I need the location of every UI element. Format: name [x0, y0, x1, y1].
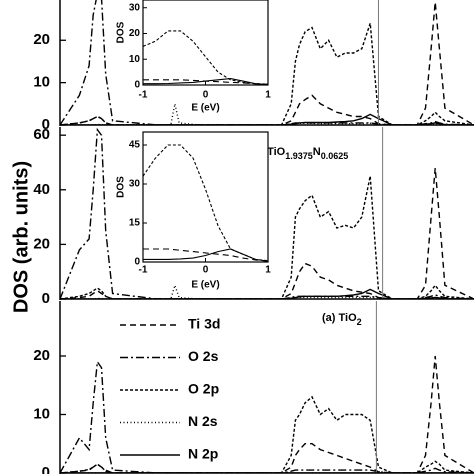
series-line	[60, 355, 474, 473]
inset-y-tick-label: 20	[129, 28, 141, 39]
y-tick-label: 10	[33, 74, 50, 91]
inset-x-tick-label: -1	[139, 265, 148, 276]
y-tick-label: 20	[33, 235, 50, 252]
legend-label: O 2s	[188, 348, 219, 364]
legend-label: N 2p	[188, 446, 218, 462]
series-line	[60, 283, 474, 299]
inset-y-tick-label: 10	[129, 54, 141, 65]
panel: 0 10 20 (a) TiO2 Ti 3d O 2s O 2p N 2s N 2p	[33, 301, 474, 474]
inset-x-label: E (eV)	[191, 103, 219, 114]
y-tick-label: 20	[33, 347, 50, 364]
series-line	[143, 248, 269, 262]
y-tick-label: 10	[33, 405, 50, 422]
title-part: 1.9375	[285, 151, 313, 161]
y-tick-label: 60	[33, 126, 50, 143]
inset-x-label: E (eV)	[191, 280, 219, 291]
inset-x-tick-label: -1	[139, 90, 148, 101]
series-line	[60, 23, 474, 125]
legend-label: O 2p	[188, 381, 219, 397]
inset-y-tick-label: 30	[129, 2, 141, 13]
y-tick-label: 0	[42, 464, 50, 474]
title-part: 0.0625	[321, 151, 349, 161]
inset-frame	[142, 131, 269, 263]
inset-y-tick-label: 0	[134, 257, 140, 268]
inset-x-tick-label: 0	[203, 90, 209, 101]
legend-label: N 2s	[188, 413, 218, 429]
title-part: (a) TiO	[322, 312, 357, 324]
legend-label: Ti 3d	[188, 316, 220, 332]
series-line	[60, 359, 474, 473]
series-line	[60, 113, 474, 125]
inset-frame	[142, 0, 269, 86]
title-part: 2	[357, 317, 362, 327]
inset-y-tick-label: 15	[129, 218, 141, 229]
y-axis-label: DOS (arb. units)	[10, 161, 32, 313]
y-tick-label: 0	[42, 116, 50, 133]
inset-y-tick-label: 0	[134, 80, 140, 91]
inset-y-tick-label: 30	[129, 179, 141, 190]
inset-y-tick-label: 45	[129, 140, 141, 151]
inset-y-label: DOS	[116, 21, 127, 43]
inset-x-tick-label: 1	[265, 90, 271, 101]
series-line	[143, 248, 269, 262]
inset-x-tick-label: 1	[265, 265, 271, 276]
series-line	[60, 395, 474, 473]
series-line	[60, 2, 474, 125]
y-tick-label: 0	[42, 290, 50, 307]
inset-y-label: DOS	[116, 176, 127, 198]
y-tick-label: 40	[33, 181, 50, 198]
title-part: N	[313, 146, 321, 158]
series-line	[60, 175, 474, 299]
inset-x-tick-label: 0	[203, 265, 209, 276]
y-tick-label: 20	[33, 31, 50, 48]
panel-title: (a) TiO2	[322, 312, 362, 327]
